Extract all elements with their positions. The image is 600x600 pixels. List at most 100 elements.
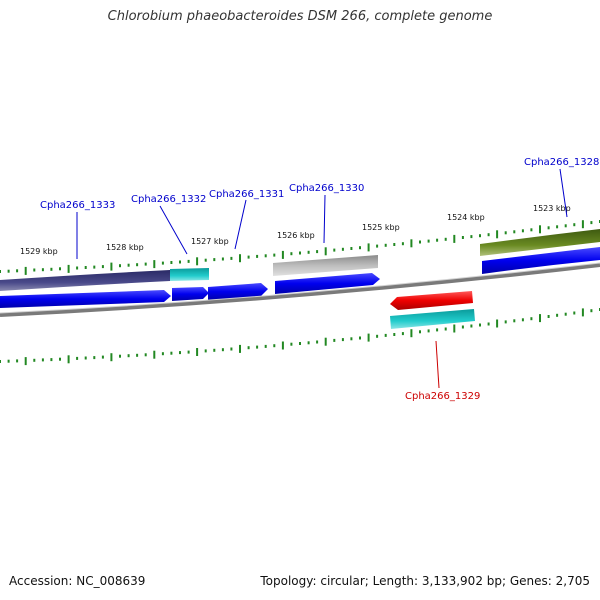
cds-cpha266-1329[interactable] — [390, 291, 473, 310]
kbp-label-1523: 1523 kbp — [533, 204, 571, 213]
minor-tick — [487, 322, 490, 326]
minor-tick — [33, 268, 36, 272]
minor-tick — [136, 353, 139, 357]
minor-tick — [213, 258, 216, 262]
minor-tick — [93, 356, 96, 360]
cds-cpha266-1331[interactable] — [208, 283, 268, 300]
gene-label-cpha266-1331[interactable]: Cpha266_1331 — [209, 189, 284, 200]
major-tick — [24, 266, 27, 275]
minor-tick — [127, 354, 130, 358]
minor-tick — [307, 341, 310, 345]
gene-label-cpha266-1329[interactable]: Cpha266_1329 — [405, 391, 480, 402]
minor-tick — [93, 265, 96, 269]
major-tick — [367, 243, 370, 252]
minor-tick — [341, 338, 344, 342]
minor-tick — [461, 325, 464, 329]
minor-tick — [256, 345, 259, 349]
major-tick — [67, 355, 70, 364]
kbp-label-1524: 1524 kbp — [447, 213, 485, 222]
minor-tick — [564, 224, 567, 228]
minor-tick — [290, 342, 293, 346]
major-tick — [410, 239, 413, 248]
minor-tick — [136, 263, 139, 267]
gene-label-cpha266-1328[interactable]: Cpha266_1328 — [524, 157, 599, 168]
minor-tick — [247, 255, 250, 259]
genome-backbone-highlight — [0, 262, 600, 314]
minor-tick — [213, 348, 216, 352]
minor-tick — [513, 230, 516, 234]
minor-tick — [187, 259, 190, 263]
minor-tick — [264, 344, 267, 348]
minor-tick — [16, 359, 19, 363]
minor-tick — [401, 332, 404, 336]
map-title: Chlorobium phaeobacteroides DSM 266, com… — [107, 9, 493, 24]
gene-label-cpha266-1332[interactable]: Cpha266_1332 — [131, 194, 206, 205]
minor-tick — [230, 347, 233, 351]
minor-tick — [273, 253, 276, 257]
minor-tick — [41, 358, 44, 362]
cds-cpha266-1332[interactable] — [172, 287, 209, 301]
minor-tick — [101, 265, 104, 269]
minor-tick — [393, 243, 396, 246]
minor-tick — [59, 267, 61, 271]
gene-label-cpha266-1333[interactable]: Cpha266_1333 — [40, 200, 115, 211]
major-tick — [239, 254, 241, 263]
minor-tick — [316, 340, 319, 344]
outer-tick-track — [0, 220, 600, 275]
minor-tick — [7, 269, 10, 273]
minor-tick — [59, 357, 61, 361]
minor-tick — [419, 240, 421, 244]
minor-tick — [487, 233, 490, 237]
minor-tick — [359, 336, 361, 340]
minor-tick — [204, 349, 207, 353]
minor-tick — [547, 226, 550, 230]
minor-tick — [513, 319, 516, 323]
major-tick — [281, 250, 284, 259]
minor-tick — [521, 318, 524, 322]
minor-tick — [290, 252, 293, 256]
minor-tick — [179, 351, 181, 355]
minor-tick — [384, 333, 387, 337]
kbp-label-1526: 1526 kbp — [277, 231, 315, 240]
cds-cpha266-1328[interactable] — [482, 247, 600, 274]
minor-tick — [590, 309, 593, 313]
major-tick — [110, 353, 113, 362]
major-tick — [581, 220, 584, 229]
minor-tick — [84, 356, 87, 360]
leader-line-1330 — [323, 194, 326, 244]
minor-tick — [401, 242, 404, 246]
major-tick — [324, 247, 327, 256]
minor-tick — [50, 267, 53, 271]
major-tick — [453, 234, 456, 243]
topology-text: Topology: circular; Length: 3,133,902 bp… — [260, 574, 590, 588]
major-tick — [110, 262, 113, 271]
cds-cpha266-1333[interactable] — [0, 290, 171, 308]
minor-tick — [590, 221, 593, 225]
minor-tick — [470, 235, 473, 239]
minor-tick — [427, 239, 430, 243]
minor-tick — [521, 229, 524, 233]
major-tick — [539, 314, 541, 323]
minor-tick — [204, 258, 207, 262]
minor-tick — [0, 270, 1, 273]
minor-tick — [101, 355, 104, 359]
minor-tick — [187, 350, 190, 354]
major-tick — [496, 230, 499, 239]
major-tick — [281, 341, 284, 350]
major-tick — [153, 350, 156, 359]
leader-line-1329 — [435, 340, 440, 389]
minor-tick — [556, 313, 559, 317]
minor-tick — [384, 243, 387, 247]
cds-cpha266-1330[interactable] — [275, 273, 380, 294]
major-tick — [196, 257, 199, 266]
major-tick — [24, 357, 27, 366]
minor-tick — [33, 358, 36, 362]
major-tick — [196, 348, 199, 356]
minor-tick — [119, 264, 121, 268]
gene-label-cpha266-1330[interactable]: Cpha266_1330 — [289, 183, 364, 194]
minor-tick — [333, 338, 336, 342]
minor-tick — [221, 257, 224, 261]
minor-tick — [504, 231, 507, 235]
minor-tick — [144, 353, 147, 357]
